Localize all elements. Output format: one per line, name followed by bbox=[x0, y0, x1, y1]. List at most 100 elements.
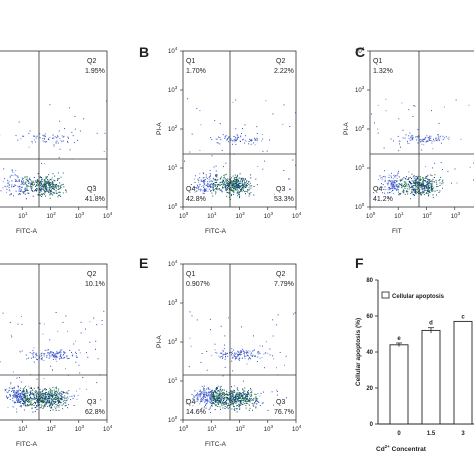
scatter-point bbox=[217, 142, 219, 144]
scatter-point bbox=[48, 182, 50, 183]
scatter-point bbox=[247, 392, 249, 394]
scatter-point bbox=[200, 188, 202, 190]
scatter-point bbox=[58, 394, 60, 396]
scatter-point bbox=[23, 404, 25, 406]
scatter-point bbox=[58, 157, 60, 159]
scatter-point bbox=[17, 323, 19, 325]
scatter-point bbox=[63, 403, 64, 405]
scatter-point bbox=[215, 179, 217, 181]
scatter-point bbox=[43, 353, 45, 355]
scatter-point bbox=[221, 358, 223, 360]
scatter-point bbox=[87, 356, 89, 358]
scatter-point bbox=[53, 144, 55, 145]
scatter-point bbox=[43, 360, 45, 361]
scatter-point bbox=[11, 336, 13, 338]
scatter-point bbox=[48, 405, 50, 407]
scatter-point bbox=[50, 399, 52, 401]
scatter-point bbox=[235, 188, 236, 190]
scatter-point bbox=[253, 402, 255, 404]
scatter-point bbox=[67, 358, 69, 360]
scatter-point bbox=[32, 398, 34, 400]
scatter-point bbox=[220, 189, 222, 191]
scatter-point bbox=[417, 183, 419, 185]
scatter-point bbox=[49, 387, 51, 389]
scatter-point bbox=[202, 185, 204, 187]
scatter-point bbox=[211, 401, 213, 403]
scatter-point bbox=[451, 182, 452, 184]
scatter-point bbox=[443, 106, 445, 108]
scatter-point bbox=[7, 390, 9, 392]
scatter-point bbox=[408, 184, 410, 186]
scatter-point bbox=[255, 178, 257, 180]
scatter-point bbox=[241, 396, 243, 398]
scatter-point bbox=[64, 392, 66, 394]
scatter-point bbox=[194, 390, 196, 392]
scatter-point bbox=[247, 395, 249, 397]
scatter-point bbox=[51, 392, 53, 394]
x-tick-exponent: 4 bbox=[299, 424, 302, 429]
scatter-point bbox=[73, 142, 75, 144]
scatter-point bbox=[387, 189, 389, 191]
scatter-point bbox=[256, 138, 258, 140]
scatter-point bbox=[47, 401, 49, 403]
scatter-point bbox=[413, 181, 415, 183]
scatter-point bbox=[26, 176, 28, 177]
scatter-point bbox=[72, 397, 74, 399]
scatter-point bbox=[216, 397, 218, 399]
scatter-point bbox=[420, 186, 422, 188]
scatter-point bbox=[227, 180, 228, 182]
scatter-point bbox=[246, 180, 248, 182]
scatter-point bbox=[49, 137, 51, 138]
scatter-point bbox=[56, 179, 58, 181]
scatter-point bbox=[52, 369, 53, 371]
scatter-point bbox=[244, 139, 246, 141]
scatter-point bbox=[427, 186, 429, 188]
scatter-point bbox=[34, 190, 35, 192]
scatter-point bbox=[79, 388, 81, 390]
scatter-point bbox=[198, 179, 200, 181]
scatter-point bbox=[220, 398, 222, 400]
scatter-point bbox=[231, 357, 233, 359]
scatter-point bbox=[249, 401, 251, 403]
scatter-point bbox=[404, 137, 406, 139]
scatter-point bbox=[233, 141, 235, 143]
scatter-point bbox=[16, 392, 17, 393]
scatter-point bbox=[58, 194, 60, 196]
scatter-point bbox=[203, 389, 205, 391]
scatter-point bbox=[216, 352, 218, 354]
scatter-point bbox=[101, 320, 103, 322]
scatter-point bbox=[460, 138, 462, 140]
scatter-point bbox=[421, 192, 423, 194]
scatter-point bbox=[238, 185, 240, 187]
scatter-point bbox=[52, 358, 54, 360]
scatter-point bbox=[186, 403, 188, 405]
scatter-point bbox=[233, 349, 235, 351]
scatter-point bbox=[442, 182, 444, 184]
scatter-point bbox=[28, 132, 30, 134]
scatter-point bbox=[397, 185, 399, 187]
quadrant-q3-label: Q3 bbox=[276, 186, 285, 193]
scatter-point bbox=[206, 397, 208, 399]
scatter-point bbox=[59, 186, 61, 188]
scatter-point bbox=[419, 182, 421, 184]
scatter-point bbox=[219, 406, 221, 408]
scatter-point bbox=[435, 137, 437, 139]
scatter-point bbox=[41, 399, 43, 401]
scatter-point bbox=[210, 180, 212, 182]
scatter-point bbox=[45, 178, 47, 180]
scatter-point bbox=[42, 389, 44, 391]
scatter-point bbox=[235, 179, 237, 180]
scatter-point bbox=[403, 185, 404, 187]
scatter-point bbox=[40, 194, 42, 196]
scatter-point bbox=[56, 395, 58, 397]
scatter-point bbox=[222, 181, 224, 183]
scatter-point bbox=[29, 391, 31, 393]
scatter-point bbox=[64, 399, 66, 401]
scatter-point bbox=[189, 151, 191, 153]
scatter-point bbox=[46, 401, 48, 403]
scatter-point bbox=[206, 395, 208, 397]
scatter-point bbox=[437, 136, 439, 138]
scatter-point bbox=[17, 396, 18, 398]
scatter-point bbox=[231, 352, 233, 354]
scatter-point bbox=[75, 357, 77, 358]
